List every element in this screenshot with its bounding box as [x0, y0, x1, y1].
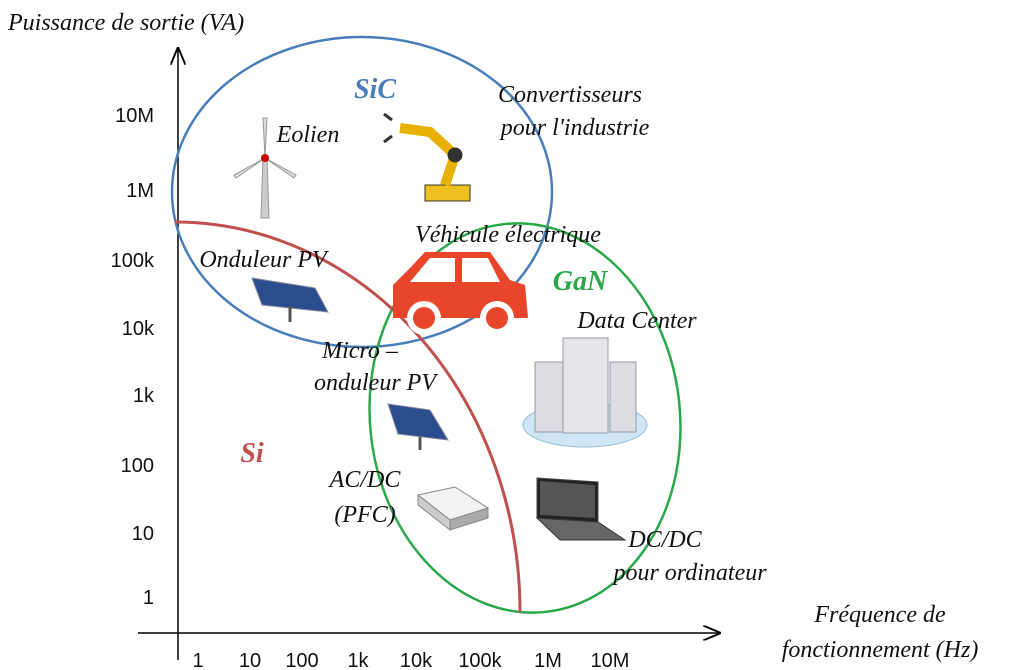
- x-axis-label: fonctionnement (Hz): [782, 637, 979, 663]
- y-tick-label: 10M: [115, 105, 154, 127]
- y-tick-label: 100: [121, 455, 154, 477]
- power-supply-icon: [418, 487, 488, 530]
- x-tick-label: 1: [192, 650, 203, 670]
- laptop-icon: [537, 478, 625, 540]
- region-label: Si: [240, 438, 264, 469]
- y-tick-label: 10: [132, 523, 154, 545]
- application-label: Eolien: [276, 122, 340, 148]
- application-label: Onduleur PV: [199, 247, 329, 273]
- application-label: DC/DC: [627, 527, 702, 553]
- car-icon: [393, 252, 528, 335]
- application-label: pour l'industrie: [499, 115, 650, 141]
- application-label: Convertisseurs: [498, 82, 642, 108]
- x-tick-label: 100: [285, 650, 318, 670]
- application-label: Micro –: [321, 338, 399, 364]
- application-label: pour ordinateur: [611, 560, 767, 586]
- x-axis-label: Fréquence de: [813, 602, 946, 628]
- application-label: Data Center: [576, 308, 697, 334]
- y-tick-label: 1M: [126, 180, 154, 202]
- x-tick-label: 1k: [347, 650, 369, 670]
- application-label: onduleur PV: [314, 370, 438, 396]
- x-tick-label: 10: [239, 650, 261, 670]
- x-tick-label: 1M: [534, 650, 562, 670]
- y-tick-label: 1: [143, 587, 154, 609]
- server-icon: [523, 338, 647, 447]
- diagram: Puissance de sortie (VA) Fréquence de fonc…: [0, 0, 1024, 670]
- y-axis-label: Puissance de sortie (VA): [7, 10, 244, 36]
- application-label: AC/DC: [328, 467, 402, 493]
- x-tick-label: 10M: [591, 650, 630, 670]
- robot-icon: [384, 114, 470, 201]
- region-label: GaN: [553, 266, 609, 297]
- application-label: Véhicule électrique: [415, 222, 601, 248]
- y-tick-label: 100k: [111, 250, 155, 272]
- x-tick-label: 100k: [458, 650, 502, 670]
- x-tick-label: 10k: [400, 650, 433, 670]
- application-label: (PFC): [334, 502, 395, 528]
- y-tick-label: 10k: [122, 318, 155, 340]
- y-tick-label: 1k: [133, 385, 155, 407]
- region-label: SiC: [354, 74, 396, 105]
